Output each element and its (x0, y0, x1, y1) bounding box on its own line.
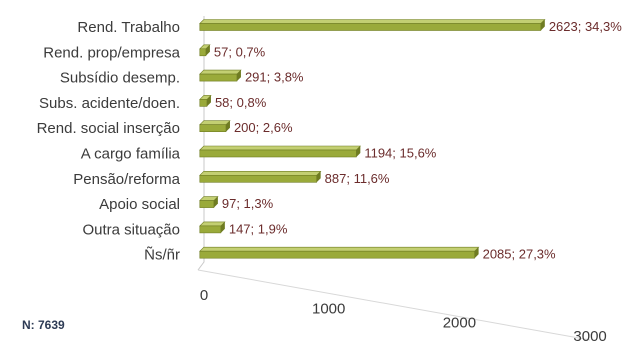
bar (199, 69, 242, 82)
category-label: Rend. prop/empresa (43, 44, 180, 61)
data-label: 1194; 15,6% (364, 146, 436, 161)
data-label: 2085; 27,3% (483, 247, 556, 262)
data-label: 887; 11,6% (325, 171, 390, 186)
category-label: Outra situação (82, 221, 180, 238)
data-label: 200; 2,6% (234, 120, 293, 135)
bar (199, 44, 211, 57)
bar (199, 246, 480, 259)
data-label: 58; 0,8% (215, 95, 267, 110)
x-tick-label: 1000 (312, 301, 345, 318)
bar (199, 221, 226, 234)
category-label: Apoio social (99, 196, 180, 213)
data-label: 57; 0,7% (214, 44, 266, 59)
category-label: Rend. Trabalho (77, 19, 180, 36)
category-label: Pensão/reforma (73, 171, 180, 188)
bars (199, 19, 546, 259)
category-label: Subsídio desemp. (60, 70, 180, 87)
x-tick-labels: 0 1000 2000 3000 (200, 287, 607, 345)
category-label: A cargo família (81, 146, 181, 163)
data-labels: 2623; 34,3% 57; 0,7% 291; 3,8% 58; 0,8% 200;… (214, 19, 622, 262)
category-label: Ñs/ñr (144, 247, 180, 264)
x-axis-line (197, 269, 591, 341)
x-tick-label: 2000 (443, 314, 476, 331)
bar (199, 120, 231, 132)
x-tick-label: 0 (200, 287, 208, 304)
category-labels: Rend. Trabalho Rend. prop/empresa Subsídio… (37, 19, 181, 264)
bar (199, 171, 322, 183)
bar (199, 95, 212, 107)
data-label: 147; 1,9% (229, 221, 288, 236)
data-label: 97; 1,3% (222, 196, 274, 211)
bar (199, 196, 219, 208)
data-label: 2623; 34,3% (549, 19, 622, 34)
category-label: Rend. social inserção (37, 120, 180, 137)
sample-size-note: N: 7639 (22, 318, 65, 332)
bar (199, 19, 546, 31)
category-label: Subs. acidente/doen. (39, 95, 180, 112)
data-label: 291; 3,8% (245, 70, 304, 85)
x-tick-label: 3000 (573, 328, 606, 345)
bar (199, 145, 362, 158)
